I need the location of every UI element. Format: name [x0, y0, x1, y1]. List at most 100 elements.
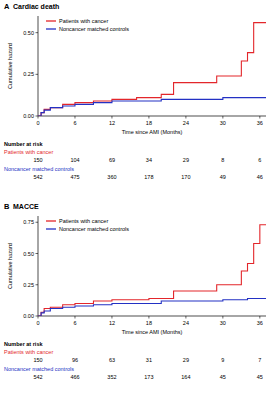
x-tick [185, 316, 186, 319]
risk-count: 150 [33, 157, 42, 163]
y-tick-label: 0.25 [23, 282, 34, 288]
panel-label: A [4, 2, 10, 11]
x-tick-label: 12 [109, 320, 115, 326]
y-tick-label: 0.25 [23, 71, 34, 77]
y-tick [36, 222, 39, 223]
series-line [38, 299, 266, 317]
risk-count: 8 [221, 157, 224, 163]
risk-count: 360 [107, 174, 116, 180]
x-tick-label: 36 [257, 320, 263, 326]
risk-count: 46 [257, 174, 263, 180]
legend-label: Patients with cancer [59, 218, 108, 224]
x-tick [222, 316, 223, 319]
risk-title: Number at risk [4, 141, 43, 147]
x-tick-label: 30 [220, 320, 226, 326]
risk-count: 173 [144, 374, 153, 380]
y-axis [38, 16, 39, 116]
x-tick-label: 30 [220, 120, 226, 126]
x-axis-title: Time since AMI (Months) [122, 129, 183, 135]
panel: BMACCE0.000.250.500.75061218243036Cumula… [4, 202, 266, 380]
risk-row-label: Patients with cancer [4, 149, 53, 155]
x-tick-label: 12 [109, 120, 115, 126]
plot-area [38, 23, 266, 116]
y-tick [36, 316, 39, 317]
title: Cardiac death [13, 3, 59, 10]
risk-count: 6 [258, 157, 261, 163]
x-tick [74, 316, 75, 319]
x-tick [259, 116, 260, 119]
risk-count: 178 [144, 174, 153, 180]
x-tick [259, 316, 260, 319]
x-tick [185, 116, 186, 119]
y-tick [36, 74, 39, 75]
x-axis-title: Time since AMI (Months) [122, 329, 183, 335]
panel: ACardiac death0.000.250.50061218243036Cu… [4, 2, 266, 180]
series-line [38, 23, 266, 116]
panel-label: B [4, 202, 10, 211]
risk-count: 34 [146, 157, 152, 163]
y-axis-title: Cumulative hazard [7, 43, 13, 89]
series-line [38, 225, 266, 316]
risk-count: 104 [70, 157, 79, 163]
legend-label: Noncancer matched controls [59, 26, 129, 32]
x-tick-label: 18 [146, 320, 152, 326]
x-tick [38, 116, 39, 119]
x-tick [148, 316, 149, 319]
series-line [38, 98, 266, 116]
y-axis [38, 216, 39, 316]
legend-swatch [46, 228, 56, 229]
legend-swatch [46, 28, 56, 29]
x-tick-label: 0 [36, 120, 39, 126]
legend-label: Noncancer matched controls [59, 226, 129, 232]
x-tick-label: 24 [183, 320, 189, 326]
risk-count: 475 [70, 174, 79, 180]
y-tick-label: 0.00 [23, 113, 34, 119]
x-tick [74, 116, 75, 119]
risk-count: 45 [220, 374, 226, 380]
risk-count: 96 [72, 357, 78, 363]
legend-swatch [46, 220, 56, 221]
y-tick [36, 116, 39, 117]
x-axis [38, 316, 266, 317]
risk-count: 352 [107, 374, 116, 380]
plot-area [38, 225, 266, 316]
x-tick [111, 116, 112, 119]
legend-swatch [46, 20, 56, 21]
risk-count: 9 [221, 357, 224, 363]
x-tick-label: 36 [257, 120, 263, 126]
x-tick [222, 116, 223, 119]
y-tick [36, 32, 39, 33]
risk-count: 63 [109, 357, 115, 363]
risk-count: 49 [220, 174, 226, 180]
risk-count: 7 [258, 357, 261, 363]
y-tick [36, 284, 39, 285]
x-tick-label: 0 [36, 320, 39, 326]
risk-count: 466 [70, 374, 79, 380]
y-tick-label: 0.75 [23, 219, 34, 225]
x-axis [38, 116, 266, 117]
legend-label: Patients with cancer [59, 18, 108, 24]
risk-count: 170 [181, 174, 190, 180]
x-tick [111, 316, 112, 319]
risk-count: 29 [183, 357, 189, 363]
risk-title: Number at risk [4, 341, 43, 347]
title: MACCE [13, 203, 39, 210]
y-axis-title: Cumulative hazard [7, 243, 13, 289]
risk-row-label: Patients with cancer [4, 349, 53, 355]
risk-count: 542 [33, 174, 42, 180]
y-tick-label: 0.50 [23, 251, 34, 257]
risk-count: 29 [183, 157, 189, 163]
x-tick-label: 6 [73, 320, 76, 326]
x-tick-label: 6 [73, 120, 76, 126]
risk-count: 542 [33, 374, 42, 380]
y-tick [36, 253, 39, 254]
risk-count: 45 [257, 374, 263, 380]
risk-count: 69 [109, 157, 115, 163]
y-tick-label: 0.50 [23, 30, 34, 36]
x-tick [38, 316, 39, 319]
risk-row-label: Noncancer matched controls [4, 166, 74, 172]
x-tick-label: 24 [183, 120, 189, 126]
risk-count: 31 [146, 357, 152, 363]
figure: ACardiac death 0.00 0.25 0.50 0 6 12 18 24 30 36 Cu… [0, 0, 274, 400]
risk-row-label: Noncancer matched controls [4, 366, 74, 372]
